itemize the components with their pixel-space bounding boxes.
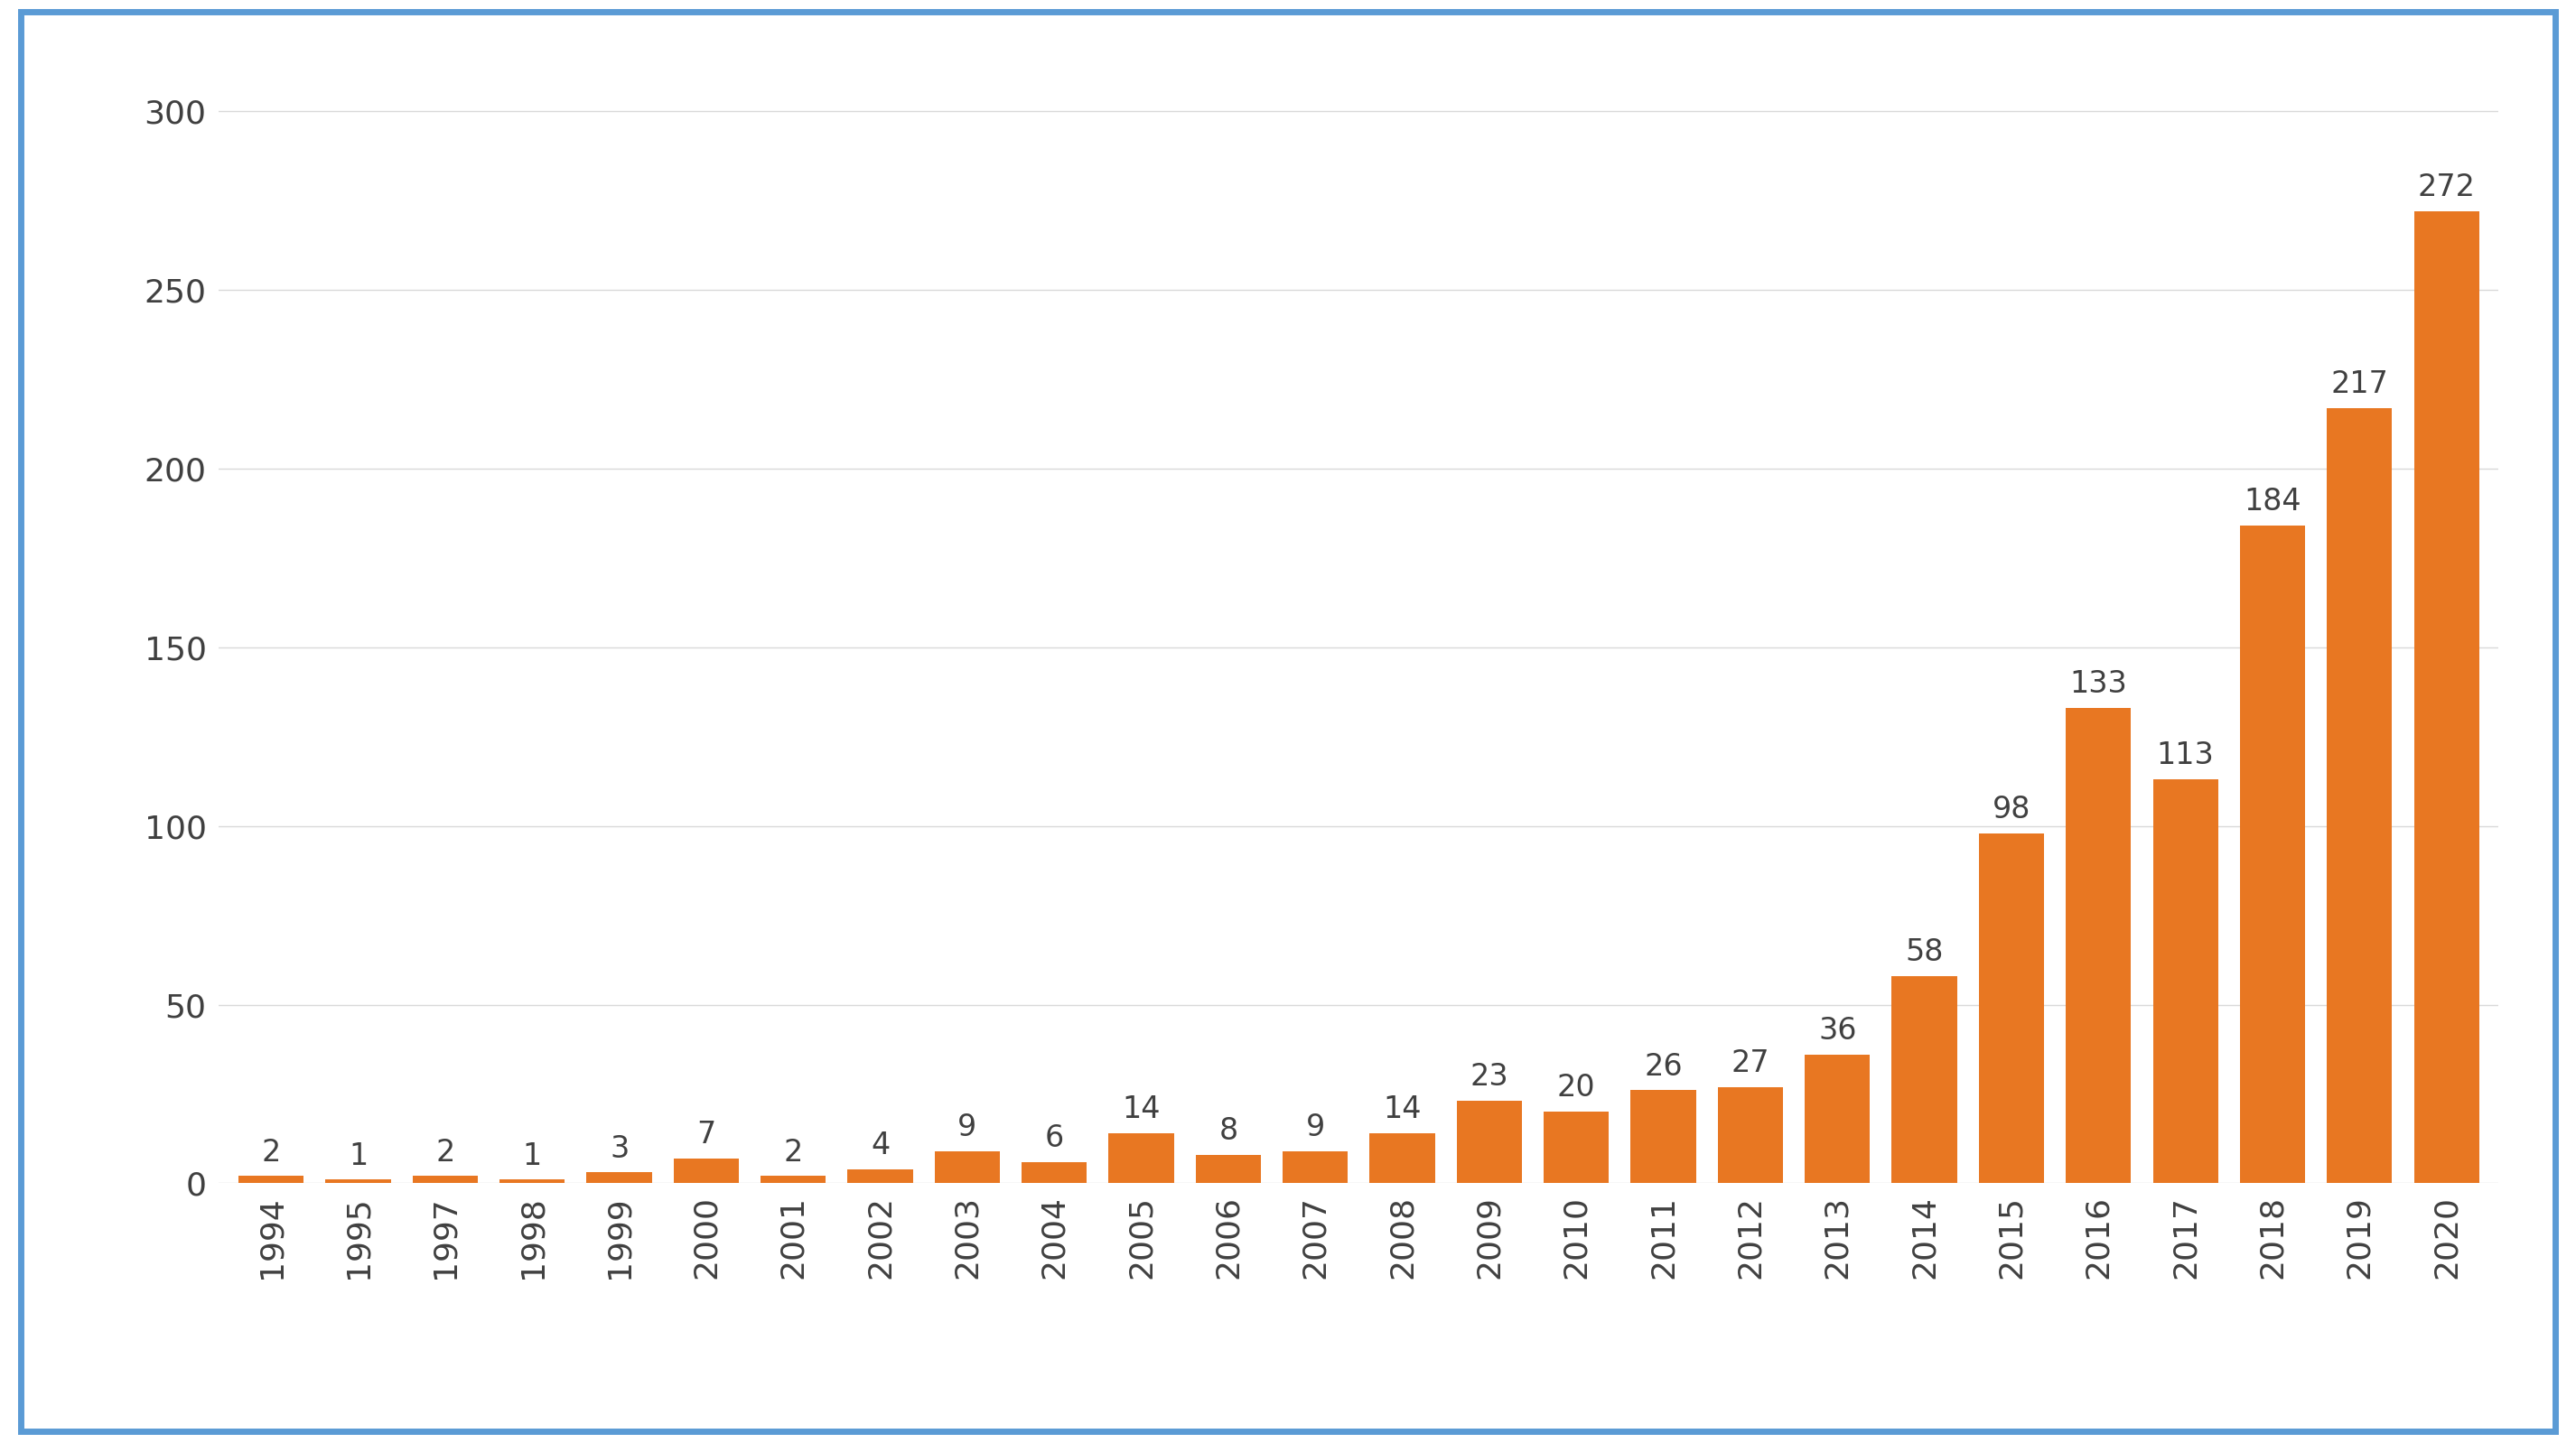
Bar bbox=[1283, 1152, 1347, 1183]
Text: 2: 2 bbox=[435, 1137, 456, 1167]
Text: 23: 23 bbox=[1471, 1062, 1510, 1092]
Bar bbox=[1370, 1133, 1435, 1183]
Bar bbox=[1978, 833, 2045, 1183]
Bar bbox=[1108, 1133, 1175, 1183]
Text: 184: 184 bbox=[2244, 488, 2300, 517]
Text: 36: 36 bbox=[1819, 1016, 1857, 1046]
Text: 6: 6 bbox=[1046, 1123, 1064, 1153]
Bar bbox=[1631, 1091, 1695, 1183]
Text: 272: 272 bbox=[2419, 173, 2476, 202]
Bar bbox=[2326, 408, 2393, 1183]
Text: 7: 7 bbox=[696, 1120, 716, 1149]
Bar bbox=[1023, 1162, 1087, 1183]
Bar bbox=[672, 1159, 739, 1183]
Bar bbox=[760, 1176, 827, 1183]
Text: 26: 26 bbox=[1643, 1052, 1682, 1081]
Bar bbox=[2066, 709, 2130, 1183]
Bar bbox=[325, 1180, 392, 1183]
Bar bbox=[587, 1173, 652, 1183]
Text: 8: 8 bbox=[1218, 1115, 1239, 1146]
Bar bbox=[240, 1176, 304, 1183]
Text: 4: 4 bbox=[871, 1130, 889, 1160]
Text: 217: 217 bbox=[2331, 369, 2388, 398]
Bar bbox=[935, 1152, 999, 1183]
Text: 2: 2 bbox=[263, 1137, 281, 1167]
Bar bbox=[1543, 1111, 1610, 1183]
Text: 113: 113 bbox=[2156, 740, 2215, 771]
Bar bbox=[412, 1176, 477, 1183]
Bar bbox=[2241, 525, 2306, 1183]
Text: 133: 133 bbox=[2069, 670, 2128, 698]
Text: 14: 14 bbox=[1123, 1094, 1162, 1124]
Bar bbox=[848, 1169, 912, 1183]
Text: 14: 14 bbox=[1383, 1094, 1422, 1124]
Text: 98: 98 bbox=[1991, 794, 2030, 824]
Bar bbox=[2414, 211, 2478, 1183]
Text: 58: 58 bbox=[1906, 938, 1942, 967]
Bar bbox=[2154, 779, 2218, 1183]
Bar bbox=[1718, 1087, 1783, 1183]
Text: 3: 3 bbox=[611, 1134, 629, 1163]
Text: 1: 1 bbox=[348, 1141, 368, 1170]
Text: 1: 1 bbox=[523, 1141, 541, 1170]
Text: 20: 20 bbox=[1556, 1074, 1595, 1102]
Text: 27: 27 bbox=[1731, 1048, 1770, 1078]
Bar bbox=[1195, 1154, 1260, 1183]
Text: 9: 9 bbox=[1306, 1113, 1324, 1143]
Bar bbox=[1458, 1101, 1522, 1183]
Text: 9: 9 bbox=[958, 1113, 976, 1143]
Bar bbox=[500, 1180, 564, 1183]
Text: 2: 2 bbox=[783, 1137, 804, 1167]
Bar bbox=[1891, 975, 1958, 1183]
Bar bbox=[1806, 1055, 1870, 1183]
